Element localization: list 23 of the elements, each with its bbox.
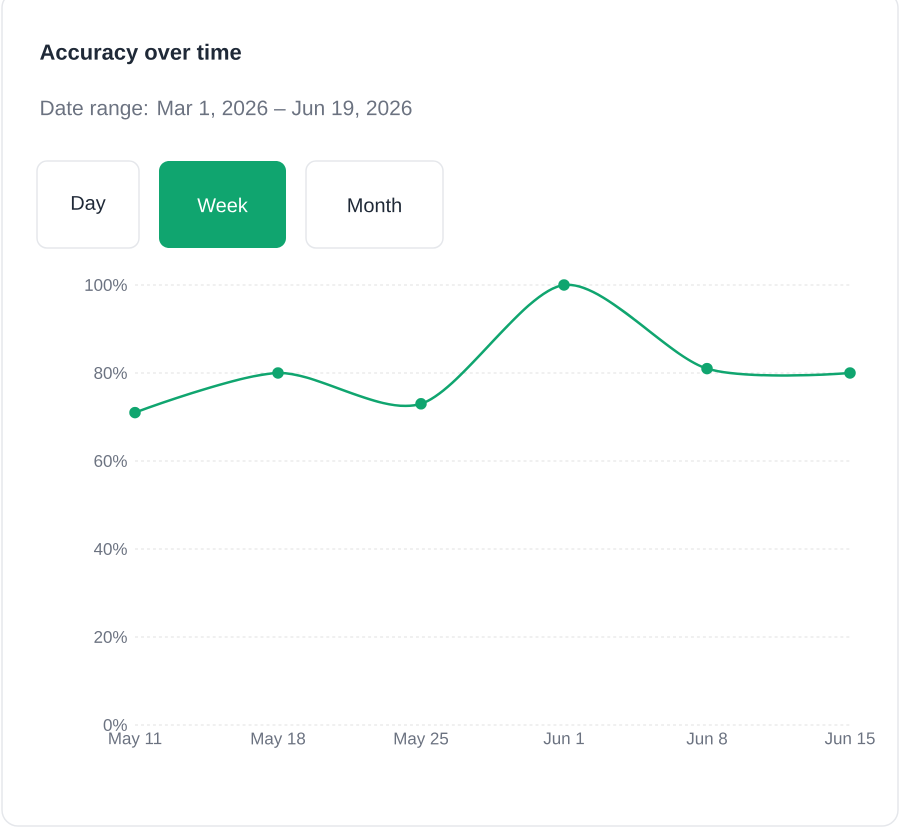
y-tick-label: 100% [85,278,127,291]
y-tick-label: 40% [94,542,127,555]
y-tick-label: 20% [94,630,127,643]
x-tick-label: Jun 8 [686,732,727,745]
point [558,279,570,291]
x-tick-label: Jun 1 [544,732,584,744]
x-tick-label: May 11 [109,732,162,748]
chart-subtitle: Date range: Mar 1, 2026 – Jun 19, 2026 [41,100,412,120]
point [415,398,427,410]
y-tick-label: 0% [104,718,127,731]
y-tick-label: 60% [94,454,127,467]
point [272,367,284,379]
y-tick-label: 80% [94,366,127,379]
x-tick-label: May 18 [252,732,306,748]
x-tick-label: Jun 15 [824,732,875,744]
text: Week [197,198,248,212]
point [129,406,141,418]
x-tick-label: May 25 [394,732,448,748]
point [844,367,856,379]
chart-title: Accuracy over time [40,44,241,64]
text: Month [348,198,401,212]
point [701,362,713,374]
text: Day [72,196,106,214]
